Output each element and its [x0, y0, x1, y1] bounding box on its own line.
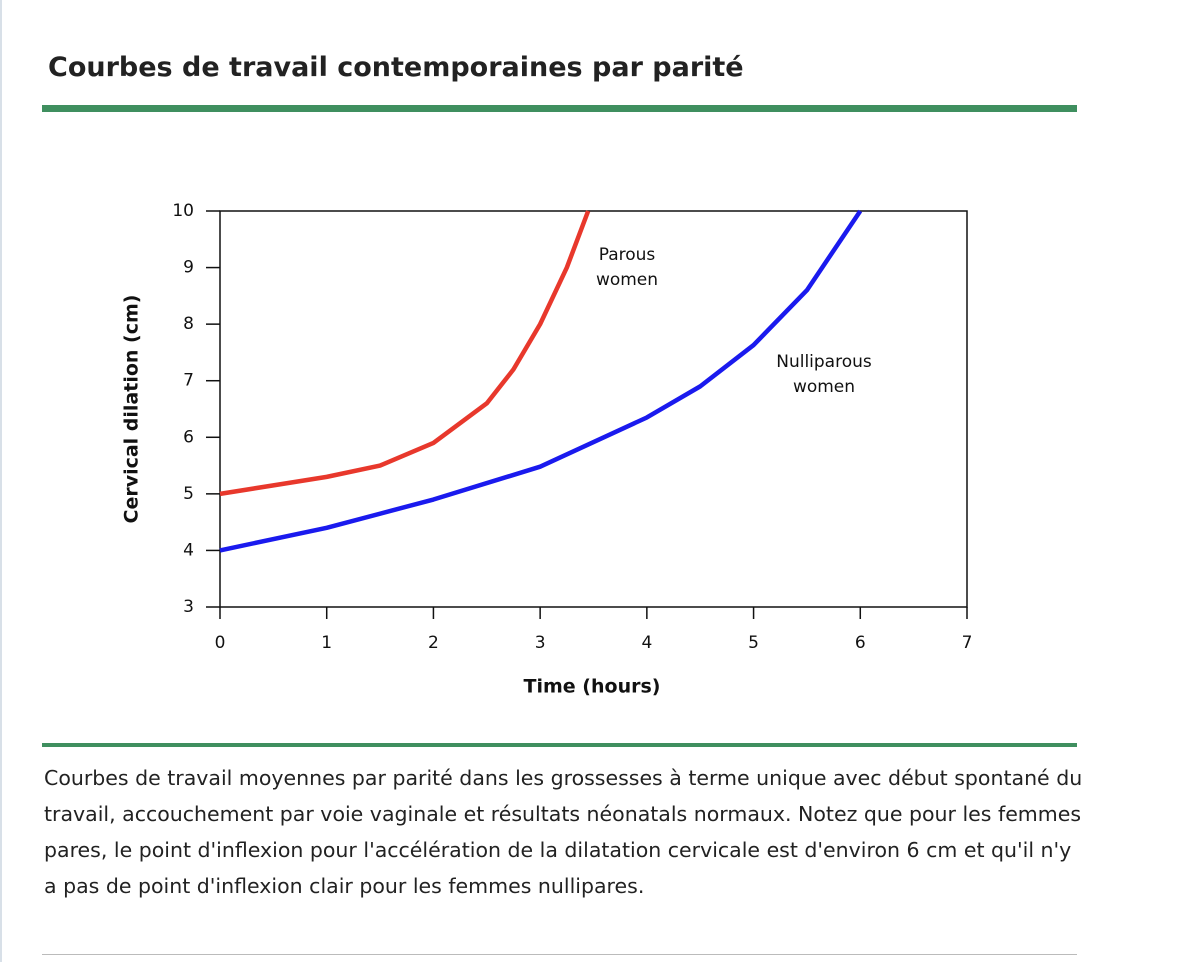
y-axis-label: Cervical dilation (cm)	[121, 295, 143, 524]
y-tick-label: 6	[183, 427, 194, 447]
y-tick-label: 9	[183, 258, 194, 278]
series-label: Nulliparous women	[776, 352, 872, 397]
y-tick-label: 4	[183, 540, 194, 560]
divider	[42, 954, 1077, 955]
x-tick-label: 3	[535, 633, 546, 653]
y-tick-label: 10	[172, 201, 194, 221]
divider	[42, 743, 1077, 747]
x-tick-label: 6	[855, 633, 866, 653]
y-tick-label: 8	[183, 314, 194, 334]
x-tick-label: 1	[321, 633, 332, 653]
x-tick-label: 0	[215, 633, 226, 653]
x-axis-label: Time (hours)	[524, 676, 661, 698]
figure-title: Courbes de travail contemporaines par pa…	[48, 52, 744, 83]
y-tick-label: 7	[183, 371, 194, 391]
x-tick-label: 5	[748, 633, 759, 653]
plot-frame	[219, 210, 968, 608]
y-tick-label: 3	[183, 597, 194, 617]
chart: Time (hours) Cervical dilation (cm) 3 4 5 6…	[121, 201, 973, 698]
y-tick-label: 5	[183, 484, 194, 504]
x-tick-label: 7	[962, 633, 973, 653]
x-tick-label: 2	[428, 633, 439, 653]
x-tick-label: 4	[641, 633, 652, 653]
series-line	[219, 210, 591, 497]
series-label: Parous women	[596, 245, 658, 290]
caption: Courbes de travail moyennes par parité d…	[44, 766, 1083, 898]
series-line	[219, 209, 863, 553]
divider	[42, 105, 1077, 112]
